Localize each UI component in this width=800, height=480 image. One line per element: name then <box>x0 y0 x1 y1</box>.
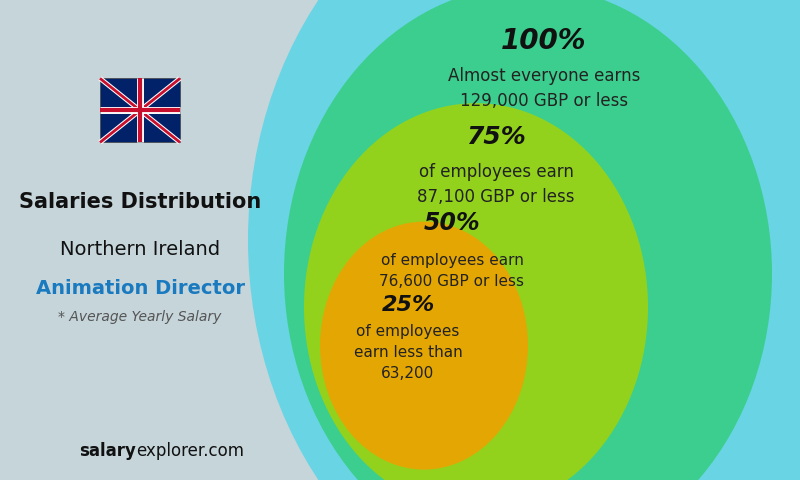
Text: salary: salary <box>79 442 136 460</box>
Ellipse shape <box>320 222 528 469</box>
Text: of employees earn
76,600 GBP or less: of employees earn 76,600 GBP or less <box>379 253 525 289</box>
Ellipse shape <box>248 0 800 480</box>
Text: Almost everyone earns
129,000 GBP or less: Almost everyone earns 129,000 GBP or les… <box>448 67 640 110</box>
Text: 100%: 100% <box>502 27 586 55</box>
Text: of employees
earn less than
63,200: of employees earn less than 63,200 <box>354 324 462 381</box>
Text: 75%: 75% <box>466 125 526 149</box>
FancyBboxPatch shape <box>100 78 180 143</box>
Text: of employees earn
87,100 GBP or less: of employees earn 87,100 GBP or less <box>418 163 574 206</box>
Text: Northern Ireland: Northern Ireland <box>60 240 220 259</box>
Text: 25%: 25% <box>382 295 434 315</box>
Text: Salaries Distribution: Salaries Distribution <box>19 192 261 212</box>
Text: * Average Yearly Salary: * Average Yearly Salary <box>58 310 222 324</box>
Text: explorer.com: explorer.com <box>136 442 244 460</box>
Text: 50%: 50% <box>424 211 480 235</box>
Text: Animation Director: Animation Director <box>35 278 245 298</box>
Ellipse shape <box>304 103 648 480</box>
Ellipse shape <box>284 0 772 480</box>
